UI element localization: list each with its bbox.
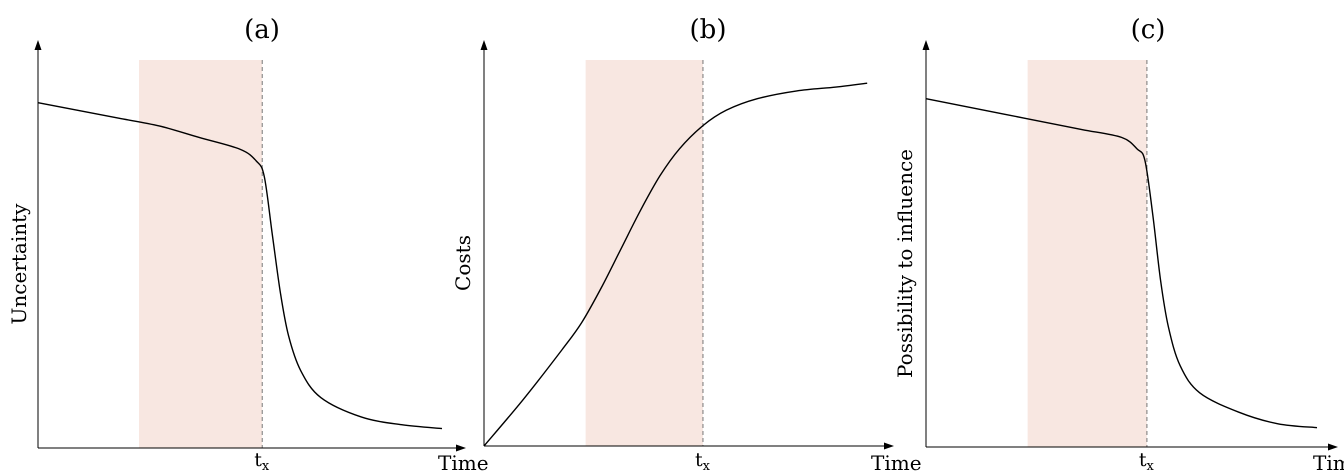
shaded-region bbox=[585, 60, 703, 446]
x-axis-label: Time bbox=[871, 451, 922, 472]
y-axis-label: Uncertainty bbox=[7, 203, 31, 325]
y-axis-arrow bbox=[34, 40, 42, 50]
shaded-region bbox=[1027, 60, 1147, 447]
chart-panel-3: (c) Possibility to influence Time tx bbox=[893, 15, 1344, 472]
chart-panel-2: (b) Costs Time tx bbox=[451, 15, 922, 472]
tick-label-tx: tx bbox=[695, 449, 711, 472]
panel-label: (c) bbox=[1131, 15, 1166, 45]
x-axis-label: Time bbox=[1313, 451, 1344, 472]
panel-label: (a) bbox=[244, 15, 280, 45]
tick-label-tx: tx bbox=[1139, 449, 1155, 472]
y-axis-label: Possibility to influence bbox=[893, 149, 917, 378]
y-axis-arrow bbox=[922, 40, 930, 50]
panel-label: (b) bbox=[690, 15, 727, 45]
chart-panel-1: (a) Uncertainty Time tx bbox=[7, 15, 489, 472]
x-axis-arrow bbox=[884, 442, 894, 450]
y-axis-label: Costs bbox=[451, 235, 475, 291]
tick-label-tx: tx bbox=[254, 449, 270, 472]
series-line-1 bbox=[37, 101, 443, 430]
series-line-1 bbox=[483, 82, 868, 447]
x-axis-arrow bbox=[456, 444, 466, 452]
y-axis-arrow bbox=[480, 40, 488, 50]
x-axis-label: Time bbox=[438, 451, 489, 472]
x-axis-arrow bbox=[1328, 443, 1338, 451]
shaded-region bbox=[139, 60, 263, 448]
series-line-1 bbox=[925, 98, 1318, 429]
